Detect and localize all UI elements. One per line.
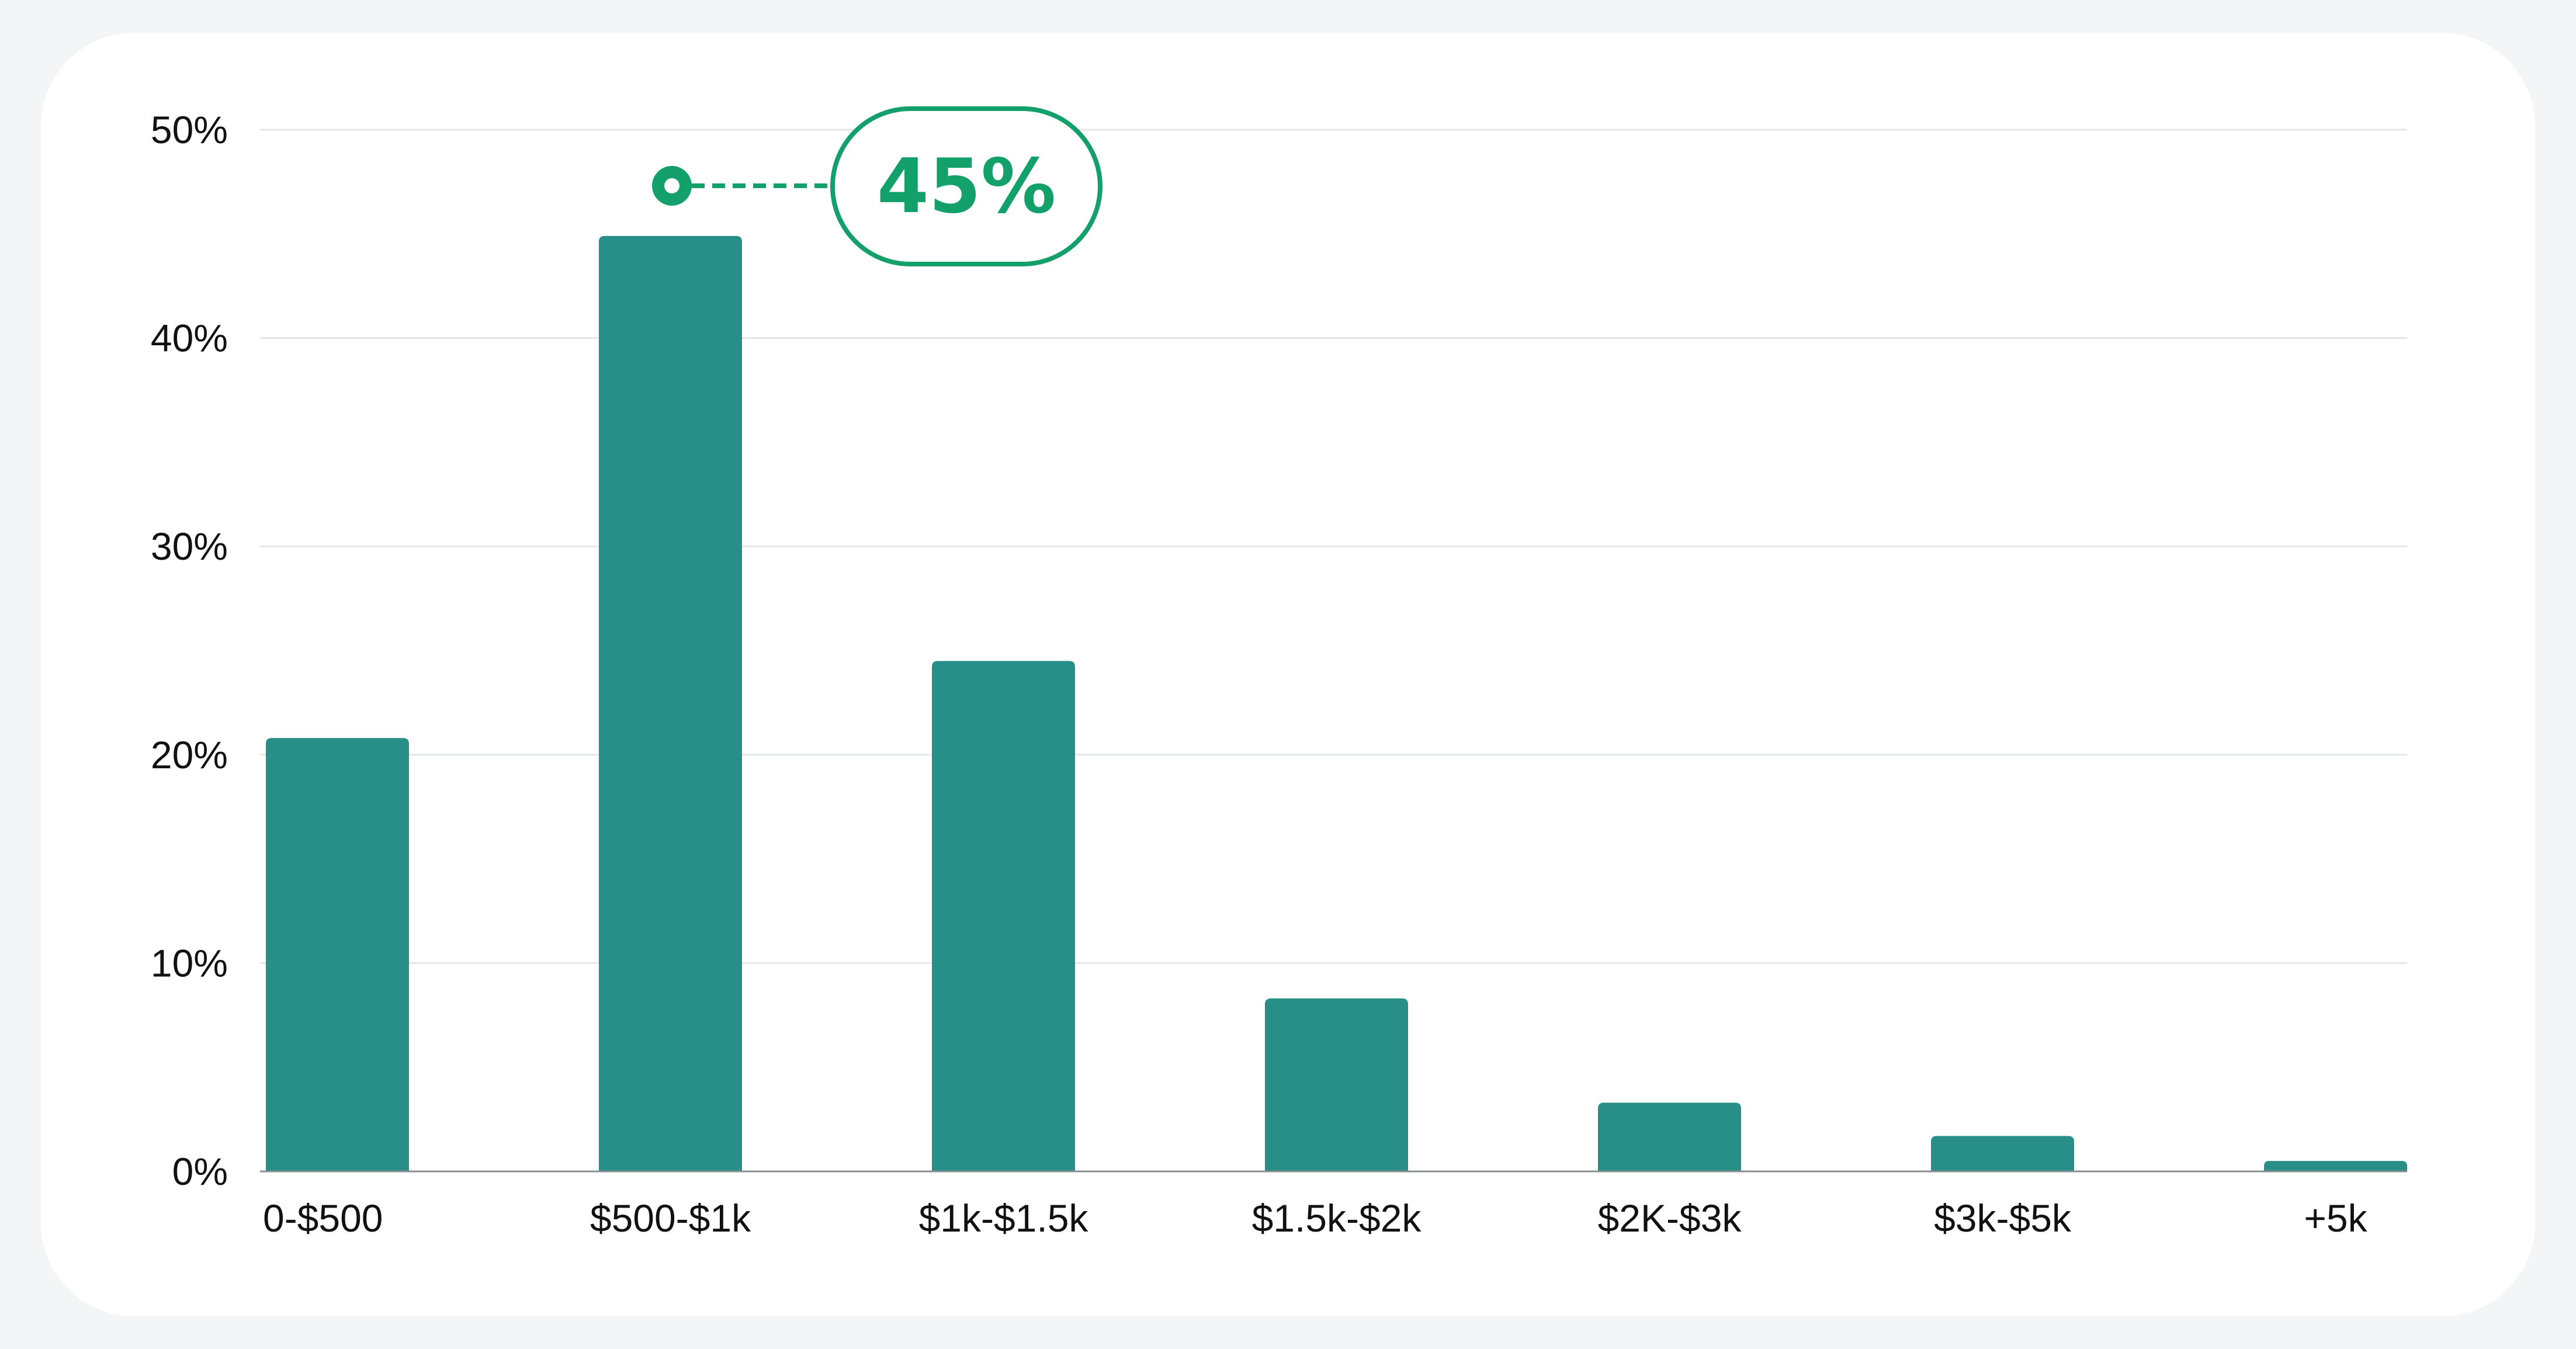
x-tick-label: +5k xyxy=(2304,1197,2367,1240)
bar xyxy=(2264,1161,2407,1171)
callout-pill xyxy=(830,106,1102,266)
bar xyxy=(1598,1102,1741,1171)
gridlines xyxy=(260,129,2407,964)
y-tick-label: 10% xyxy=(151,941,228,984)
x-tick-label: $500-$1k xyxy=(590,1197,751,1240)
y-axis-labels: 0% 10% 20% 30% 40% 50% xyxy=(151,108,228,1193)
y-tick-label: 30% xyxy=(151,525,228,568)
x-tick-label: $3k-$5k xyxy=(1934,1197,2072,1240)
bars xyxy=(266,235,2407,1172)
callout-label: 45% xyxy=(877,143,1056,230)
y-tick-label: 40% xyxy=(151,317,228,360)
bar xyxy=(599,235,742,1172)
y-tick-label: 20% xyxy=(151,733,228,776)
bar xyxy=(932,661,1075,1171)
x-tick-label: $1.5k-$2k xyxy=(1252,1197,1422,1240)
callout-annotation: 45% xyxy=(652,106,1102,266)
x-tick-label: $2K-$3k xyxy=(1598,1197,1742,1240)
y-tick-label: 50% xyxy=(151,108,228,151)
callout-dot-center xyxy=(664,178,679,193)
y-tick-label: 0% xyxy=(172,1150,228,1193)
x-tick-label: 0-$500 xyxy=(263,1197,383,1240)
bar xyxy=(266,738,409,1171)
x-axis-labels: 0-$500 $500-$1k $1k-$1.5k $1.5k-$2k $2K-$3k $… xyxy=(263,1197,2368,1240)
bar xyxy=(1931,1136,2074,1171)
bar xyxy=(1265,998,1408,1171)
x-tick-label: $1k-$1.5k xyxy=(919,1197,1089,1240)
